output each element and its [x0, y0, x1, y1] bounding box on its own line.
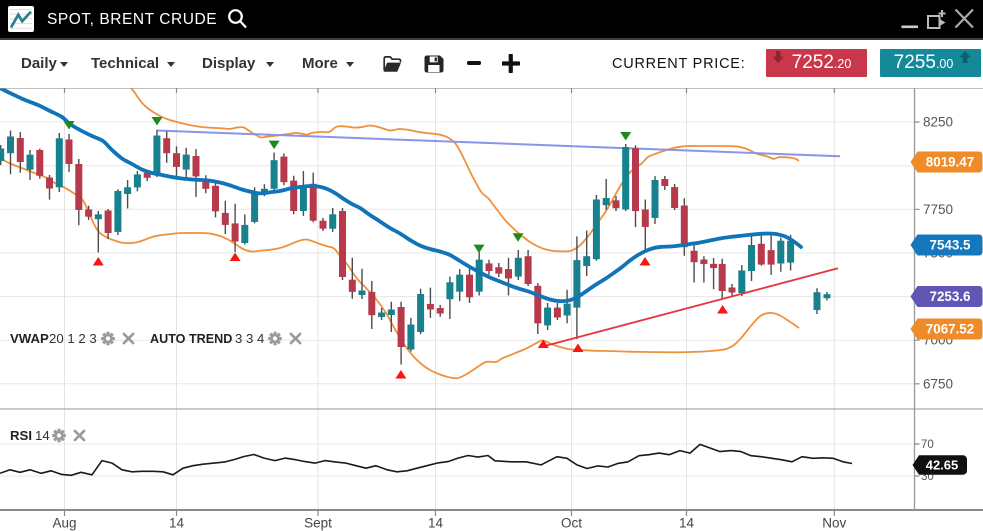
svg-text:Oct: Oct — [561, 516, 582, 531]
svg-text:70: 70 — [921, 439, 934, 451]
svg-text:RSI: RSI — [10, 428, 32, 443]
svg-text:14: 14 — [35, 428, 50, 443]
svg-text:7067.52: 7067.52 — [926, 322, 974, 337]
svg-text:8019.47: 8019.47 — [926, 155, 974, 170]
svg-text:7253.6: 7253.6 — [930, 289, 971, 304]
svg-text:Aug: Aug — [52, 516, 76, 531]
svg-text:Nov: Nov — [822, 516, 846, 531]
svg-text:VWAP: VWAP — [10, 331, 49, 346]
svg-text:14: 14 — [169, 516, 185, 531]
svg-text:7543.5: 7543.5 — [930, 238, 972, 253]
svg-text:6750: 6750 — [923, 376, 953, 391]
svg-text:Sept: Sept — [304, 516, 332, 531]
svg-text:14: 14 — [428, 516, 444, 531]
svg-text:7750: 7750 — [923, 202, 953, 217]
svg-text:3 3 4: 3 3 4 — [235, 331, 264, 346]
svg-text:20 1 2 3: 20 1 2 3 — [49, 331, 97, 346]
svg-text:8250: 8250 — [923, 115, 953, 130]
svg-text:AUTO TREND: AUTO TREND — [150, 332, 232, 346]
svg-text:42.65: 42.65 — [926, 458, 959, 473]
svg-text:14: 14 — [679, 516, 695, 531]
